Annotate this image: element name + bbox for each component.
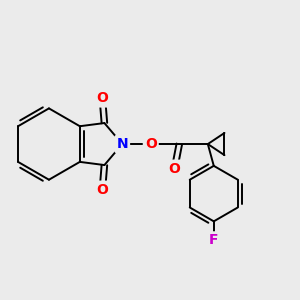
Text: N: N — [116, 137, 128, 151]
Text: O: O — [97, 92, 108, 106]
Text: F: F — [209, 233, 218, 248]
Text: O: O — [97, 183, 108, 196]
Text: O: O — [169, 162, 181, 176]
Text: O: O — [145, 137, 157, 151]
